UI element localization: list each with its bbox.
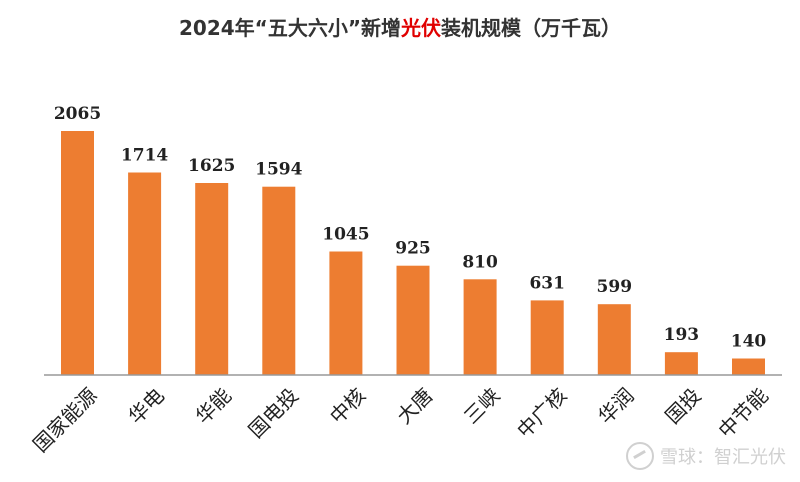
value-label-10: 140 <box>731 332 767 352</box>
bar-10 <box>732 358 765 375</box>
value-label-2: 1625 <box>188 156 235 176</box>
value-label-1: 1714 <box>121 146 168 166</box>
bar-1 <box>128 172 162 375</box>
watermark: 雪球：智汇光伏 <box>626 442 786 470</box>
value-labels-group: 2065 1714 1625 1594 1045 925 810 631 599 193 140 <box>54 104 767 352</box>
chart-title-highlight: 光伏 <box>400 16 441 40</box>
category-label-8: 华润 <box>593 383 638 428</box>
value-label-9: 193 <box>664 325 700 345</box>
value-label-3: 1594 <box>255 160 302 180</box>
value-label-5: 925 <box>395 239 431 259</box>
category-label-7: 中广核 <box>512 383 571 442</box>
bar-6 <box>463 279 497 375</box>
bar-4 <box>329 251 363 375</box>
category-label-3: 国电投 <box>244 383 303 442</box>
bar-7 <box>530 300 564 375</box>
category-label-9: 国投 <box>660 383 705 428</box>
bar-3 <box>262 186 296 375</box>
chart-title: 2024年“五大六小”新增光伏装机规模（万千瓦） <box>0 12 800 41</box>
value-label-8: 599 <box>597 277 633 297</box>
chart-title-prefix: 2024年“五大六小”新增 <box>179 16 401 40</box>
category-label-0: 国家能源 <box>28 383 102 457</box>
value-label-4: 1045 <box>322 225 369 245</box>
category-label-2: 华能 <box>191 383 236 428</box>
value-label-7: 631 <box>529 273 565 293</box>
chart-title-suffix: 装机规模（万千瓦） <box>440 16 621 40</box>
category-label-10: 中节能 <box>713 383 772 442</box>
bar-0 <box>61 131 94 375</box>
bar-9 <box>664 352 698 375</box>
snowball-logo-icon <box>626 442 654 470</box>
category-label-6: 三峡 <box>459 383 504 428</box>
watermark-text: 雪球：智汇光伏 <box>660 447 786 468</box>
category-label-5: 大唐 <box>392 383 437 428</box>
bars-group <box>61 131 765 375</box>
bar-2 <box>195 183 229 375</box>
bar-8 <box>597 304 631 375</box>
category-label-4: 中核 <box>325 383 370 428</box>
category-label-1: 华电 <box>124 383 169 428</box>
value-label-0: 2065 <box>54 104 101 124</box>
value-label-6: 810 <box>462 252 498 272</box>
bar-5 <box>396 265 430 375</box>
